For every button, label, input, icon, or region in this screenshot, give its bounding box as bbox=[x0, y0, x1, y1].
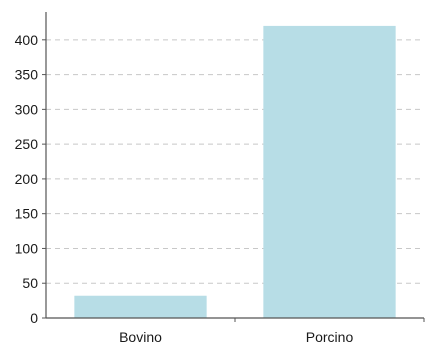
y-tick-label: 50 bbox=[22, 275, 38, 291]
y-tick-label: 100 bbox=[15, 240, 39, 256]
y-tick-label: 400 bbox=[15, 32, 39, 48]
bar-porcino bbox=[263, 25, 396, 319]
y-tick-label: 200 bbox=[15, 171, 39, 187]
axes bbox=[42, 12, 425, 322]
y-tick-label: 250 bbox=[15, 136, 39, 152]
y-tick-label: 150 bbox=[15, 206, 39, 222]
y-tick-label: 300 bbox=[15, 101, 39, 117]
y-tick-label: 0 bbox=[30, 310, 38, 326]
x-tick-labels: Bovino Porcino bbox=[119, 329, 353, 345]
x-tick-label: Porcino bbox=[306, 329, 354, 345]
bar-bovino bbox=[74, 295, 207, 318]
bars bbox=[74, 25, 396, 319]
x-tick-label: Bovino bbox=[119, 329, 162, 345]
y-tick-labels: 0 50 100 150 200 250 300 350 400 bbox=[15, 32, 39, 326]
y-tick-label: 350 bbox=[15, 67, 39, 83]
gridlines bbox=[46, 39, 424, 284]
